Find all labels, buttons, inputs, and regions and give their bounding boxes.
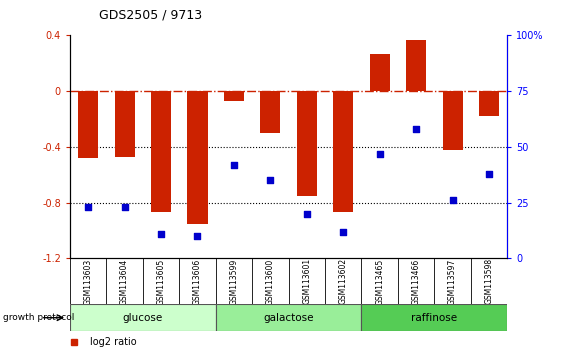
- Bar: [370, 53, 389, 91]
- Text: GSM113603: GSM113603: [84, 258, 93, 304]
- Text: GSM113601: GSM113601: [303, 258, 311, 304]
- Text: GSM113602: GSM113602: [339, 258, 347, 304]
- Bar: [224, 91, 244, 101]
- Point: [83, 204, 93, 210]
- Point: [266, 178, 275, 183]
- Text: GSM113598: GSM113598: [484, 258, 493, 304]
- Point: [120, 204, 129, 210]
- Bar: [151, 91, 171, 212]
- Text: GSM113465: GSM113465: [375, 258, 384, 304]
- Text: GSM113604: GSM113604: [120, 258, 129, 304]
- Point: [229, 162, 238, 167]
- Text: glucose: glucose: [122, 313, 163, 323]
- Bar: [70, 304, 216, 331]
- Point: [375, 151, 384, 156]
- Text: raffinose: raffinose: [411, 313, 458, 323]
- Point: [339, 229, 348, 234]
- Bar: [216, 304, 361, 331]
- Text: log2 ratio: log2 ratio: [90, 337, 136, 347]
- Text: GSM113600: GSM113600: [266, 258, 275, 304]
- Point: [156, 231, 166, 237]
- Text: GSM113466: GSM113466: [412, 258, 420, 304]
- Bar: [297, 91, 317, 196]
- Bar: [361, 304, 507, 331]
- Text: growth protocol: growth protocol: [3, 313, 74, 322]
- Text: GDS2505 / 9713: GDS2505 / 9713: [99, 8, 202, 21]
- Point: [412, 126, 421, 132]
- Bar: [406, 40, 426, 91]
- Text: GSM113606: GSM113606: [193, 258, 202, 304]
- Bar: [261, 91, 280, 133]
- Point: [448, 198, 457, 203]
- Bar: [188, 91, 208, 224]
- Bar: [78, 91, 98, 158]
- Bar: [442, 91, 462, 150]
- Bar: [479, 91, 499, 116]
- Bar: [115, 91, 135, 157]
- Point: [193, 233, 202, 239]
- Text: GSM113599: GSM113599: [230, 258, 238, 304]
- Text: galactose: galactose: [264, 313, 314, 323]
- Point: [484, 171, 494, 177]
- Bar: [333, 91, 353, 212]
- Point: [302, 211, 311, 217]
- Text: GSM113597: GSM113597: [448, 258, 457, 304]
- Text: GSM113605: GSM113605: [157, 258, 166, 304]
